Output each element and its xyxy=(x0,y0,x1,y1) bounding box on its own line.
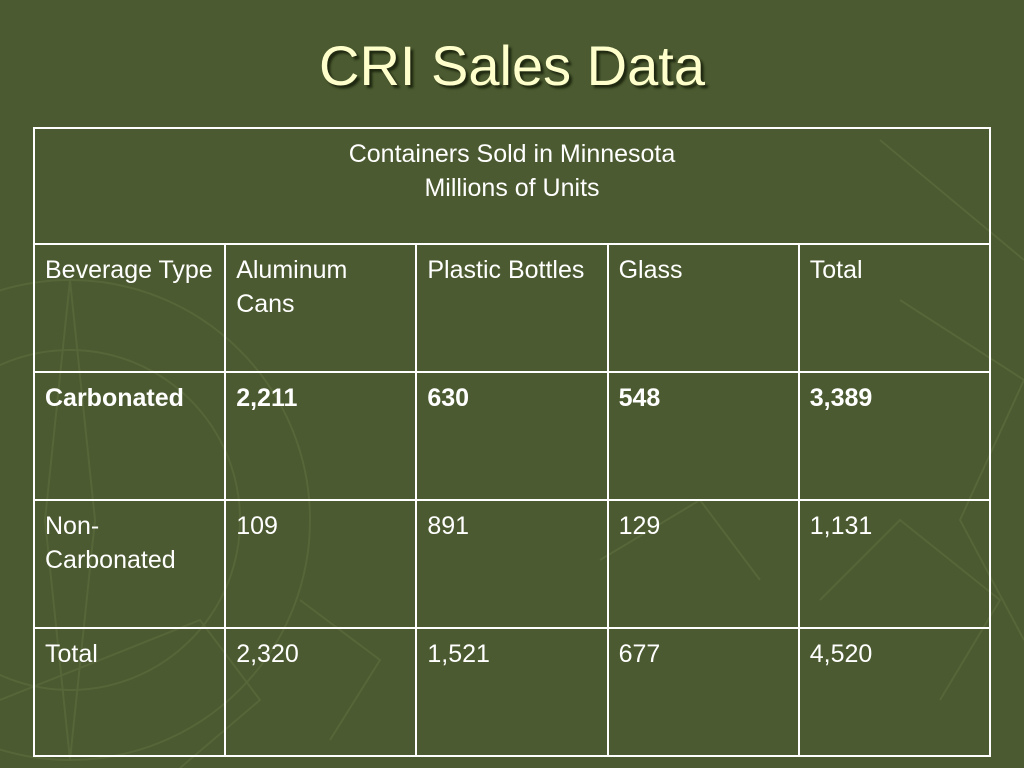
row-label: Total xyxy=(32,627,227,757)
caption-line-1: Containers Sold in Minnesota xyxy=(348,140,676,168)
cell-glass: 548 xyxy=(606,371,800,501)
cell-total: 3,389 xyxy=(797,371,992,501)
cell-glass: 129 xyxy=(606,499,800,629)
cell-aluminum: 109 xyxy=(224,499,418,629)
cell-total: 4,520 xyxy=(797,627,992,757)
table-caption-row: Containers Sold in Minnesota Millions of… xyxy=(33,127,991,245)
header-plastic-bottles: Plastic Bottles xyxy=(415,243,609,373)
header-total: Total xyxy=(797,243,992,373)
header-aluminum-cans: Aluminum Cans xyxy=(224,243,418,373)
caption-line-2: Millions of Units xyxy=(424,174,600,202)
slide-title: CRI Sales Data xyxy=(319,34,705,97)
cell-aluminum: 2,320 xyxy=(224,627,418,757)
cell-plastic: 630 xyxy=(415,371,609,501)
table-row-total: Total 2,320 1,521 677 4,520 xyxy=(32,627,992,757)
table-row-non-carbonated: Non-Carbonated 109 891 129 1,131 xyxy=(32,499,992,629)
header-glass: Glass xyxy=(606,243,800,373)
table-header-row: Beverage Type Aluminum Cans Plastic Bott… xyxy=(32,243,992,373)
cell-plastic: 891 xyxy=(415,499,609,629)
header-beverage-type: Beverage Type xyxy=(32,243,227,373)
table-row-carbonated: Carbonated 2,211 630 548 3,389 xyxy=(32,371,992,501)
table-caption: Containers Sold in Minnesota Millions of… xyxy=(33,127,991,245)
row-label: Non-Carbonated xyxy=(32,499,227,629)
cell-plastic: 1,521 xyxy=(415,627,609,757)
cell-glass: 677 xyxy=(606,627,800,757)
cell-aluminum: 2,211 xyxy=(224,371,418,501)
cell-total: 1,131 xyxy=(797,499,992,629)
sales-table: Containers Sold in Minnesota Millions of… xyxy=(32,127,992,757)
row-label: Carbonated xyxy=(32,371,227,501)
